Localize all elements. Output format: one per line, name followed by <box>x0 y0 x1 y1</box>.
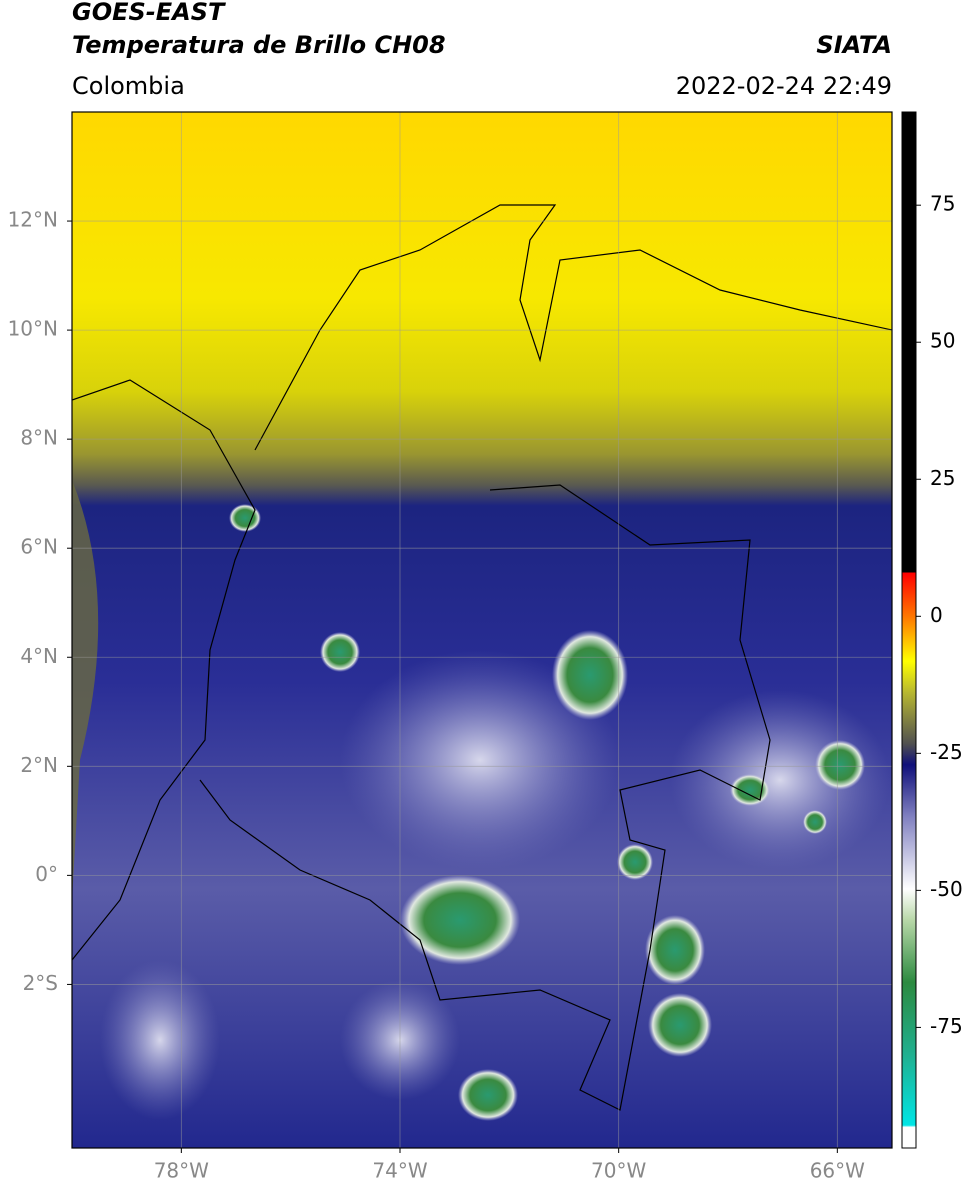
colorbar-tick-label: 50 <box>930 329 955 353</box>
x-tick-label: 70°W <box>591 1159 646 1183</box>
y-tick-label: 8°N <box>20 426 58 450</box>
y-tick-label: 4°N <box>20 644 58 668</box>
colorbar <box>901 111 917 1149</box>
datetime: 2022-02-24 22:49 <box>676 72 892 100</box>
grid <box>72 112 892 1148</box>
colorbar-tick-label: -50 <box>930 877 963 901</box>
region: Colombia <box>72 72 185 100</box>
y-tick-label: 12°N <box>8 208 58 232</box>
colorbar-tick-label: 75 <box>930 192 955 216</box>
y-tick-label: 10°N <box>8 317 58 341</box>
satellite: GOES-EAST <box>72 0 226 26</box>
x-tick-label: 66°W <box>810 1159 865 1183</box>
satellite-image <box>72 112 892 1148</box>
source: SIATA <box>816 31 892 59</box>
colorbar-tick-label: -75 <box>930 1014 963 1038</box>
x-tick-label: 78°W <box>154 1159 209 1183</box>
y-tick-label: 2°N <box>20 753 58 777</box>
colorbar-tick-label: 25 <box>930 466 955 490</box>
colorbar-tick-label: 0 <box>930 603 943 627</box>
y-tick-label: 2°S <box>23 971 58 995</box>
colorbar-tick-label: -25 <box>930 740 963 764</box>
x-tick-label: 74°W <box>372 1159 427 1183</box>
map-frame <box>71 111 893 1149</box>
product: Temperatura de Brillo CH08 <box>72 31 446 59</box>
y-tick-label: 6°N <box>20 535 58 559</box>
y-tick-label: 0° <box>35 862 58 886</box>
